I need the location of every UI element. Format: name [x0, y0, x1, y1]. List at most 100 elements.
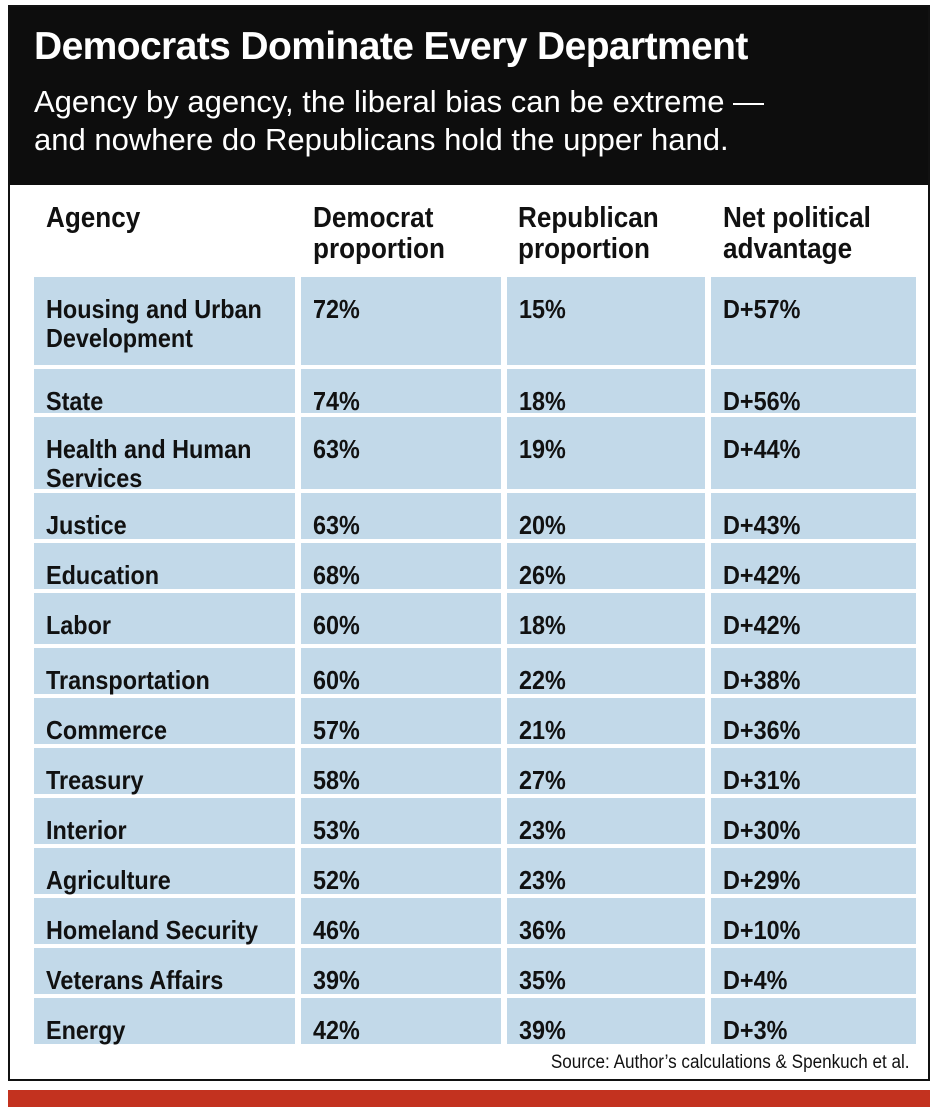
dem-cell: 52% — [301, 848, 501, 895]
agency-cell: Education — [34, 543, 295, 590]
dem-cell: 60% — [301, 593, 501, 644]
dem-value: 58% — [313, 765, 360, 795]
rep-cell: 19% — [507, 417, 705, 489]
table-row: Agriculture 52% 23% D+29% — [34, 848, 916, 895]
table-row: State 74% 18% D+56% — [34, 369, 916, 416]
net-cell: D+43% — [711, 493, 916, 540]
net-value: D+38% — [723, 665, 801, 695]
agency-cell: Health and Human Services — [34, 417, 295, 493]
table-row: Labor 60% 18% D+42% — [34, 593, 916, 644]
column-header-net: Net political advantage — [723, 203, 871, 265]
dem-cell: 74% — [301, 369, 501, 416]
rep-cell: 22% — [507, 648, 705, 695]
rep-cell: 35% — [507, 948, 705, 995]
agency-name-line: Development — [46, 323, 193, 353]
dem-value: 60% — [313, 610, 360, 640]
rep-value: 35% — [519, 965, 566, 995]
chart-title: Democrats Dominate Every Department — [34, 25, 748, 68]
net-value: D+44% — [723, 434, 801, 464]
column-header-line: proportion — [313, 233, 445, 265]
header-banner: Democrats Dominate Every Department Agen… — [10, 7, 928, 185]
agency-cell: State — [34, 369, 295, 416]
rep-cell: 27% — [507, 748, 705, 795]
agency-name: Transportation — [46, 666, 210, 695]
agency-name-line: Health and Human — [46, 434, 252, 464]
agency-name-line: Housing and Urban — [46, 294, 262, 324]
agency-name-line: Energy — [46, 1015, 126, 1045]
subtitle-line: Agency by agency, the liberal bias can b… — [34, 84, 765, 119]
dem-value: 74% — [313, 386, 360, 416]
rep-value: 15% — [519, 294, 566, 324]
dem-value: 60% — [313, 665, 360, 695]
net-value: D+43% — [723, 510, 801, 540]
rep-value: 18% — [519, 386, 566, 416]
rep-value: 39% — [519, 1015, 566, 1045]
rep-cell: 23% — [507, 798, 705, 845]
rep-value: 26% — [519, 560, 566, 590]
net-cell: D+4% — [711, 948, 916, 995]
agency-cell: Treasury — [34, 748, 295, 795]
dem-cell: 58% — [301, 748, 501, 795]
net-cell: D+38% — [711, 648, 916, 695]
dem-cell: 63% — [301, 417, 501, 489]
table-row: Energy 42% 39% D+3% — [34, 998, 916, 1045]
rep-value: 23% — [519, 815, 566, 845]
chart-subtitle: Agency by agency, the liberal bias can b… — [34, 83, 764, 159]
agency-name-line: Homeland Security — [46, 915, 258, 945]
agency-cell: Labor — [34, 593, 295, 644]
net-cell: D+31% — [711, 748, 916, 795]
net-value: D+57% — [723, 294, 801, 324]
agency-cell: Energy — [34, 998, 295, 1045]
table-row: Commerce 57% 21% D+36% — [34, 698, 916, 745]
agency-name: Energy — [46, 1016, 125, 1045]
table-row: Treasury 58% 27% D+31% — [34, 748, 916, 795]
net-value: D+10% — [723, 915, 801, 945]
rep-cell: 20% — [507, 493, 705, 540]
agency-name-line: State — [46, 386, 104, 416]
agency-name-line: Education — [46, 560, 160, 590]
source-note: Source: Author’s calculations & Spenkuch… — [551, 1052, 910, 1073]
rep-cell: 36% — [507, 898, 705, 945]
dem-value: 72% — [313, 294, 360, 324]
dem-value: 63% — [313, 434, 360, 464]
table-row: Education 68% 26% D+42% — [34, 543, 916, 590]
rep-cell: 26% — [507, 543, 705, 590]
dem-cell: 39% — [301, 948, 501, 995]
dem-cell: 68% — [301, 543, 501, 590]
net-value: D+3% — [723, 1015, 788, 1045]
subtitle-line: and nowhere do Republicans hold the uppe… — [34, 122, 729, 157]
agency-name-line: Services — [46, 463, 143, 493]
dem-cell: 42% — [301, 998, 501, 1045]
column-header-line: Agency — [46, 202, 141, 234]
rep-value: 21% — [519, 715, 566, 745]
agency-name-line: Veterans Affairs — [46, 965, 224, 995]
dem-cell: 72% — [301, 277, 501, 365]
rep-cell: 39% — [507, 998, 705, 1045]
net-cell: D+30% — [711, 798, 916, 845]
agency-name: Education — [46, 561, 159, 590]
agency-name: State — [46, 387, 103, 416]
dem-value: 52% — [313, 865, 360, 895]
agency-cell: Interior — [34, 798, 295, 845]
table-card: Democrats Dominate Every Department Agen… — [8, 5, 930, 1081]
rep-value: 27% — [519, 765, 566, 795]
table-row: Justice 63% 20% D+43% — [34, 493, 916, 540]
rep-cell: 21% — [507, 698, 705, 745]
agency-cell: Justice — [34, 493, 295, 540]
column-header-line: Net political — [723, 202, 871, 234]
agency-name-line: Labor — [46, 610, 112, 640]
rep-value: 20% — [519, 510, 566, 540]
dem-value: 39% — [313, 965, 360, 995]
net-value: D+36% — [723, 715, 801, 745]
dem-cell: 57% — [301, 698, 501, 745]
column-header-line: Democrat — [313, 202, 434, 234]
rep-value: 23% — [519, 865, 566, 895]
net-value: D+29% — [723, 865, 801, 895]
agency-name-line: Transportation — [46, 665, 210, 695]
table-row: Health and Human Services 63% 19% D+44% — [34, 417, 916, 493]
accent-bar — [8, 1090, 930, 1107]
column-header-republican: Republican proportion — [518, 203, 659, 265]
agency-name: Agriculture — [46, 866, 171, 895]
rep-value: 19% — [519, 434, 566, 464]
rep-value: 18% — [519, 610, 566, 640]
